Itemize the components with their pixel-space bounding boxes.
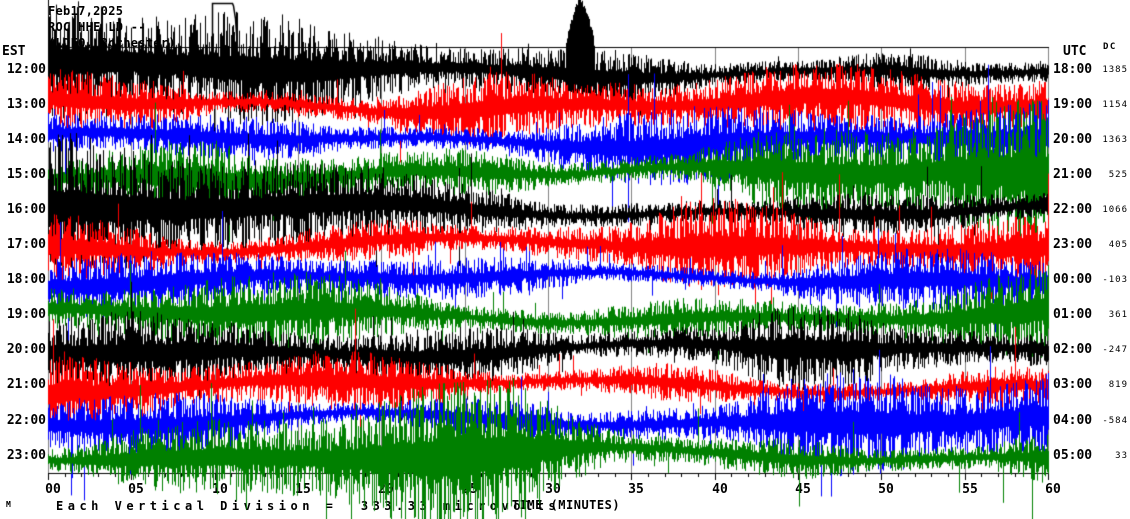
scale-waveform-glyph: M <box>6 500 11 509</box>
dc-column-header: DC <box>1103 42 1117 52</box>
utc-time-label: 03:00 <box>1053 377 1093 392</box>
x-tick-label: 05 <box>128 482 144 497</box>
utc-time-label: 22:00 <box>1053 202 1093 217</box>
est-time-label: 20:00 <box>6 342 46 357</box>
utc-time-label: 23:00 <box>1053 237 1093 252</box>
dc-value-label: 1385 <box>1102 65 1128 75</box>
title-station-code: ROC HHE LD -- <box>48 20 146 34</box>
dc-value-label: 405 <box>1108 240 1128 250</box>
dc-value-label: 33 <box>1115 451 1128 461</box>
utc-time-label: 21:00 <box>1053 167 1093 182</box>
left-axis-header-est: EST <box>2 44 26 59</box>
utc-time-label: 18:00 <box>1053 62 1093 77</box>
est-time-label: 18:00 <box>6 272 46 287</box>
est-time-label: 17:00 <box>6 237 46 252</box>
scale-note-text: Each Vertical Division = 333.33 microvol… <box>56 499 561 513</box>
dc-value-label: 525 <box>1108 170 1128 180</box>
dc-value-label: 361 <box>1108 310 1128 320</box>
est-time-label: 13:00 <box>6 97 46 112</box>
utc-time-label: 04:00 <box>1053 413 1093 428</box>
dc-value-label: 1363 <box>1102 135 1128 145</box>
dc-value-label: 819 <box>1108 380 1128 390</box>
dc-value-label: -584 <box>1102 416 1128 426</box>
x-tick-label: 55 <box>962 482 978 497</box>
title-date: Feb17,2025 <box>48 4 124 18</box>
est-time-label: 22:00 <box>6 413 46 428</box>
utc-time-label: 20:00 <box>1053 132 1093 147</box>
x-tick-label: 50 <box>878 482 894 497</box>
est-time-label: 21:00 <box>6 377 46 392</box>
x-tick-label: 00 <box>45 482 61 497</box>
utc-time-label: 01:00 <box>1053 307 1093 322</box>
x-tick-label: 30 <box>545 482 561 497</box>
est-time-label: 19:00 <box>6 307 46 322</box>
dc-value-label: 1154 <box>1102 100 1128 110</box>
dc-value-label: -247 <box>1102 345 1128 355</box>
x-tick-label: 45 <box>795 482 811 497</box>
x-tick-label: 60 <box>1045 482 1061 497</box>
est-time-label: 14:00 <box>6 132 46 147</box>
utc-time-label: 02:00 <box>1053 342 1093 357</box>
x-tick-label: 25 <box>462 482 478 497</box>
est-time-label: 16:00 <box>6 202 46 217</box>
x-tick-label: 15 <box>295 482 311 497</box>
dc-value-label: 1066 <box>1102 205 1128 215</box>
utc-time-label: 00:00 <box>1053 272 1093 287</box>
utc-time-label: 19:00 <box>1053 97 1093 112</box>
est-time-label: 15:00 <box>6 167 46 182</box>
utc-time-label: 05:00 <box>1053 448 1093 463</box>
est-time-label: 12:00 <box>6 62 46 77</box>
x-tick-label: 40 <box>712 482 728 497</box>
x-tick-label: 20 <box>378 482 394 497</box>
x-tick-label: 10 <box>212 482 228 497</box>
title-network-location: (LDEO, Rochester) <box>48 36 176 50</box>
est-time-label: 23:00 <box>6 448 46 463</box>
right-axis-header-utc: UTC <box>1063 44 1087 59</box>
dc-value-label: -103 <box>1102 275 1128 285</box>
x-tick-label: 35 <box>628 482 644 497</box>
